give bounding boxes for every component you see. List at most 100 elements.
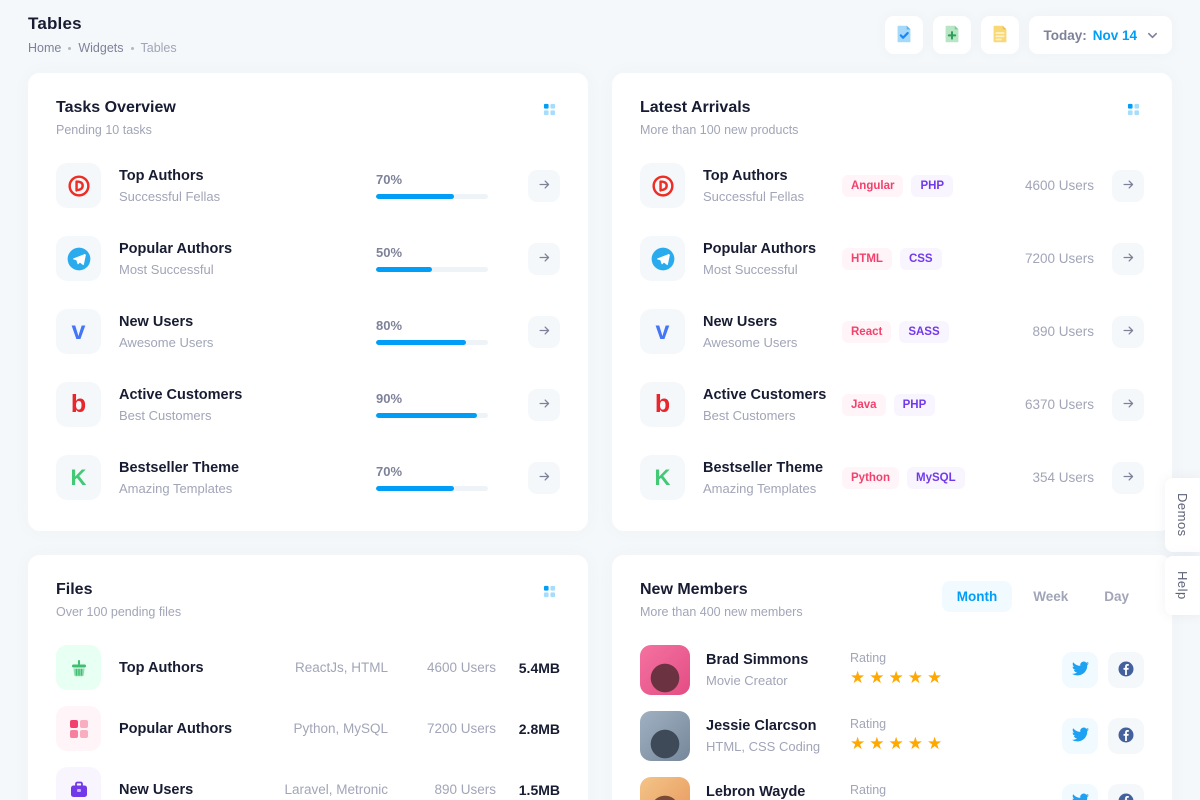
twitter-button[interactable]	[1062, 784, 1098, 800]
arrow-right-icon	[537, 250, 552, 268]
progress-group: 80%	[376, 318, 488, 345]
card-menu-button[interactable]	[539, 99, 560, 120]
row-subtitle: Successful Fellas	[119, 188, 221, 204]
star-rating: ★★★★★	[850, 668, 1062, 688]
breadcrumb-home[interactable]: Home	[28, 41, 62, 55]
star-icon: ★	[907, 734, 927, 754]
arrival-row: v New Users Awesome Users React SASS 890…	[640, 309, 1144, 354]
row-arrow-button[interactable]	[1112, 242, 1144, 275]
row-arrow-button[interactable]	[528, 388, 560, 421]
task-row: v New Users Awesome Users 80%	[56, 309, 560, 354]
row-title-link[interactable]: Popular Authors	[119, 720, 233, 737]
rating-block: Rating ★★★★★	[850, 651, 1062, 688]
row-subtitle: Successful Fellas	[703, 188, 805, 204]
row-title-link[interactable]: Active Customers	[119, 386, 243, 403]
social-buttons	[1062, 652, 1144, 688]
progress-group: 90%	[376, 391, 488, 418]
file-icon	[56, 645, 101, 690]
tab-month[interactable]: Month	[941, 581, 1013, 612]
arrival-row: K Bestseller Theme Amazing Templates Pyt…	[640, 455, 1144, 500]
badge: Angular	[842, 174, 904, 197]
row-title-link[interactable]: Top Authors	[119, 659, 204, 676]
row-arrow-button[interactable]	[1112, 388, 1144, 421]
members-list: Brad Simmons Movie Creator Rating ★★★★★ …	[640, 645, 1144, 800]
star-icon: ★	[850, 668, 870, 688]
row-title-link[interactable]: Top Authors	[119, 167, 204, 184]
facebook-button[interactable]	[1108, 718, 1144, 754]
file-lines-button[interactable]	[981, 16, 1020, 54]
arrow-right-icon	[537, 396, 552, 414]
page-title: Tables	[28, 14, 82, 33]
avatar	[640, 645, 690, 695]
row-subtitle: Best Customers	[703, 407, 796, 423]
card-menu-button[interactable]	[539, 581, 560, 602]
row-arrow-button[interactable]	[528, 461, 560, 494]
row-title-link[interactable]: New Users	[119, 781, 194, 798]
badge: CSS	[899, 247, 942, 270]
brand-icon	[56, 236, 101, 281]
member-name-link[interactable]: Brad Simmons	[706, 652, 809, 668]
row-title-link[interactable]: Popular Authors	[703, 240, 817, 257]
badge: HTML	[842, 247, 892, 270]
facebook-icon	[1117, 660, 1135, 681]
brand-icon	[640, 163, 685, 208]
file-row: Top Authors ReactJs, HTML 4600 Users 5.4…	[56, 645, 560, 690]
tab-day[interactable]: Day	[1089, 581, 1144, 612]
file-check-button[interactable]	[885, 16, 924, 54]
progress-bar	[376, 267, 488, 272]
row-title-link[interactable]: Top Authors	[703, 167, 788, 184]
progress-bar	[376, 486, 488, 491]
tech-stack: Laravel, Metronic	[284, 782, 388, 797]
badge: MySQL	[906, 466, 965, 489]
row-subtitle: Most Successful	[119, 261, 214, 277]
demos-side-tab[interactable]: Demos	[1165, 478, 1200, 552]
card-menu-button[interactable]	[1123, 99, 1144, 120]
file-size: 2.8MB	[518, 720, 560, 737]
row-title-link[interactable]: Active Customers	[703, 386, 827, 403]
progress-bar	[376, 194, 488, 199]
tech-badges: Python MySQL	[842, 466, 990, 489]
breadcrumb-separator	[68, 46, 72, 50]
card-new-members: New Members More than 400 new members Mo…	[612, 555, 1172, 800]
dots-menu-icon	[543, 103, 556, 119]
badge: React	[842, 320, 892, 343]
tab-week[interactable]: Week	[1018, 581, 1083, 612]
row-title-link[interactable]: Bestseller Theme	[703, 459, 824, 476]
row-title-link[interactable]: New Users	[119, 313, 194, 330]
facebook-button[interactable]	[1108, 784, 1144, 800]
row-arrow-button[interactable]	[1112, 169, 1144, 202]
row-arrow-button[interactable]	[1112, 461, 1144, 494]
row-title-link[interactable]: Popular Authors	[119, 240, 233, 257]
facebook-icon	[1117, 726, 1135, 747]
rating-label: Rating	[850, 651, 887, 666]
rating-label: Rating	[850, 783, 887, 798]
brand-icon: b	[640, 382, 685, 427]
card-title: Files	[56, 581, 93, 598]
tech-badges: Java PHP	[842, 393, 990, 416]
date-picker-button[interactable]: Today: Nov 14	[1029, 16, 1172, 54]
dots-menu-icon	[1127, 103, 1140, 119]
twitter-button[interactable]	[1062, 718, 1098, 754]
row-title-link[interactable]: New Users	[703, 313, 778, 330]
files-list: Top Authors ReactJs, HTML 4600 Users 5.4…	[56, 645, 560, 800]
row-title-link[interactable]: Bestseller Theme	[119, 459, 240, 476]
row-arrow-button[interactable]	[528, 169, 560, 202]
member-row: Jessie Clarcson HTML, CSS Coding Rating …	[640, 711, 1144, 761]
facebook-button[interactable]	[1108, 652, 1144, 688]
member-name-link[interactable]: Lebron Wayde	[706, 784, 806, 800]
date-label: Today:	[1043, 27, 1087, 43]
member-name-link[interactable]: Jessie Clarcson	[706, 718, 817, 734]
star-icon: ★	[927, 668, 947, 688]
help-side-tab[interactable]: Help	[1165, 556, 1200, 615]
progress-percent: 70%	[376, 464, 403, 479]
badge: Python	[842, 466, 899, 489]
twitter-button[interactable]	[1062, 652, 1098, 688]
file-plus-button[interactable]	[933, 16, 972, 54]
breadcrumb-widgets[interactable]: Widgets	[78, 41, 124, 55]
row-arrow-button[interactable]	[528, 315, 560, 348]
row-arrow-button[interactable]	[528, 242, 560, 275]
row-arrow-button[interactable]	[1112, 315, 1144, 348]
tech-badges: React SASS	[842, 320, 990, 343]
arrival-row: Popular Authors Most Successful HTML CSS…	[640, 236, 1144, 281]
date-value: Nov 14	[1092, 27, 1137, 43]
